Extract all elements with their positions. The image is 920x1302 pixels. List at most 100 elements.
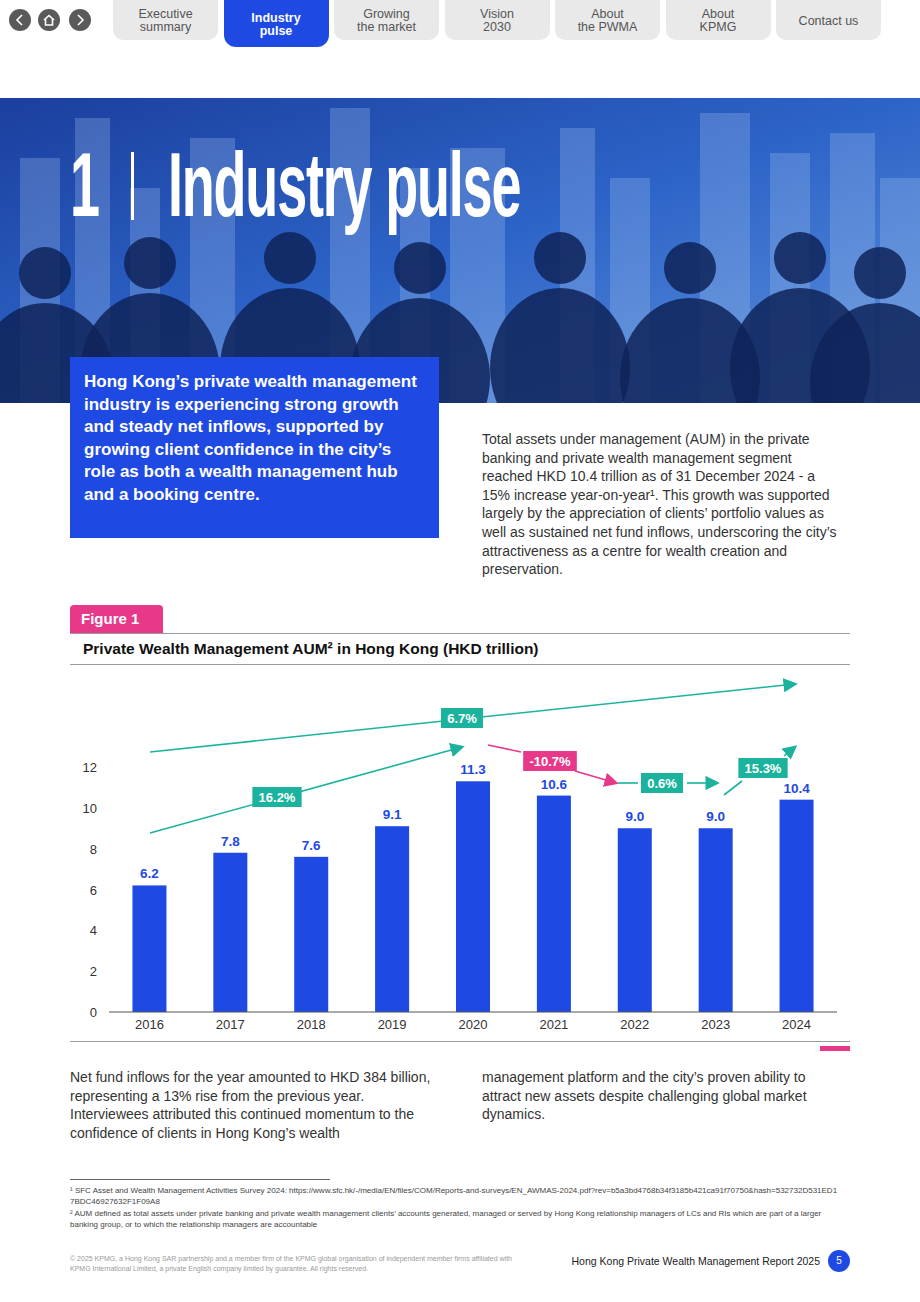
bar: [213, 853, 247, 1012]
data-label: 7.6: [302, 838, 321, 853]
nav-icon: [69, 9, 91, 31]
rule: [70, 664, 850, 665]
growth-label: 6.7%: [447, 711, 477, 726]
x-tick-label: 2018: [297, 1017, 326, 1032]
x-tick-label: 2020: [459, 1017, 488, 1032]
y-tick-label: 2: [90, 964, 97, 979]
home-button[interactable]: [38, 9, 60, 31]
x-tick-label: 2019: [378, 1017, 407, 1032]
data-label: 9.0: [625, 809, 644, 824]
footnote: ² AUM defined as total assets under priv…: [70, 1209, 840, 1230]
copyright: © 2025 KPMG, a Hong Kong SAR partnership…: [70, 1254, 520, 1273]
growth-badge: [523, 751, 577, 771]
nav-icon: [38, 9, 60, 31]
nav-tab[interactable]: Contact us: [776, 0, 881, 40]
y-tick-label: 12: [83, 760, 97, 775]
growth-arrow: [150, 747, 462, 833]
nav-tab[interactable]: Growing the market: [334, 0, 439, 40]
growth-label: 16.2%: [259, 790, 296, 805]
section-title: Industry pulse: [168, 140, 520, 230]
section-number: 1: [70, 140, 99, 230]
silhouette-head: [664, 242, 716, 294]
silhouette-head: [124, 237, 176, 289]
y-tick-label: 0: [90, 1005, 97, 1020]
nav-tab[interactable]: Vision 2030: [445, 0, 550, 40]
x-tick-label: 2016: [135, 1017, 164, 1032]
bar: [699, 828, 733, 1012]
figure-label: Figure 1: [70, 605, 163, 633]
nav-icon: [9, 9, 31, 31]
data-label: 9.0: [706, 809, 725, 824]
x-tick-label: 2024: [782, 1017, 811, 1032]
report-title: Hong Kong Private Wealth Management Repo…: [572, 1255, 820, 1268]
x-tick-label: 2023: [701, 1017, 730, 1032]
data-label: 7.8: [221, 834, 240, 849]
rule: [70, 633, 850, 634]
highlight-text: Hong Kong’s private wealth management in…: [84, 371, 423, 506]
nav-icon-shape: [44, 16, 54, 26]
y-tick-label: 6: [90, 883, 97, 898]
nav-tab[interactable]: Executive summary: [113, 0, 218, 40]
growth-arrow: [687, 782, 717, 784]
nav-tab[interactable]: About KPMG: [666, 0, 771, 40]
bar: [537, 796, 571, 1012]
silhouette-head: [264, 232, 316, 284]
footnote: ¹ SFC Asset and Wealth Management Activi…: [70, 1186, 840, 1207]
bar: [132, 885, 166, 1012]
accent-bar: [820, 1046, 850, 1051]
highlight-box: Hong Kong’s private wealth management in…: [70, 357, 439, 538]
growth-arrow: [618, 782, 638, 784]
growth-label: -10.7%: [529, 754, 571, 769]
bar: [780, 800, 814, 1012]
y-tick-label: 8: [90, 842, 97, 857]
chart-title: Private Wealth Management AUM² in Hong K…: [83, 639, 539, 659]
data-label: 6.2: [140, 866, 159, 881]
growth-arrow: [784, 747, 795, 756]
growth-arrow: [150, 684, 795, 752]
growth-label: 15.3%: [745, 761, 782, 776]
title-divider: [131, 152, 134, 220]
growth-badge: [738, 758, 787, 778]
nav-tab[interactable]: Industry pulse: [224, 0, 329, 47]
y-tick-label: 10: [83, 801, 97, 816]
nav-icon-shape: [17, 15, 22, 25]
annotations: 16.2% 6.7% -10.7% 0.6% 15.3%: [150, 684, 795, 833]
bars: [132, 781, 813, 1012]
silhouette-head: [854, 247, 906, 299]
data-label: 10.6: [541, 777, 568, 792]
silhouette-body: [810, 303, 920, 403]
silhouette-head: [394, 242, 446, 294]
rule: [70, 1041, 850, 1042]
growth-arrow: [488, 745, 521, 752]
growth-badge: [641, 773, 683, 793]
silhouette-head: [19, 247, 71, 299]
body-left: Net fund inflows for the year amounted t…: [70, 1068, 442, 1142]
y-tick-label: 4: [90, 923, 97, 938]
silhouette-head: [534, 232, 586, 284]
bar: [375, 826, 409, 1012]
page-number: 5: [828, 1250, 850, 1272]
chart: 0 2 4 6 8 10 12 6.2 2016 7.8 2017 7.6 2018 9.1 2019 11.…: [0, 670, 920, 1040]
back-button[interactable]: [9, 9, 31, 31]
x-tick-label: 2017: [216, 1017, 245, 1032]
silhouette-body: [490, 288, 630, 403]
growth-label: 0.6%: [647, 776, 677, 791]
data-label: 9.1: [383, 807, 402, 822]
silhouette-head: [774, 232, 826, 284]
data-label: 10.4: [783, 781, 810, 796]
growth-badge: [441, 708, 483, 728]
growth-arrow: [724, 781, 742, 795]
growth-badge: [252, 787, 301, 807]
growth-arrow: [575, 771, 616, 783]
bar: [618, 828, 652, 1012]
forward-button[interactable]: [69, 9, 91, 31]
x-tick-label: 2021: [539, 1017, 568, 1032]
body-right: management platform and the city’s prove…: [482, 1068, 844, 1124]
intro-paragraph: Total assets under management (AUM) in t…: [482, 430, 844, 579]
data-label: 11.3: [460, 762, 486, 777]
x-tick-label: 2022: [620, 1017, 649, 1032]
nav-tab[interactable]: About the PWMA: [555, 0, 660, 40]
nav-icon-shape: [78, 15, 83, 25]
x-axis: [109, 1012, 837, 1013]
bar: [456, 781, 490, 1012]
